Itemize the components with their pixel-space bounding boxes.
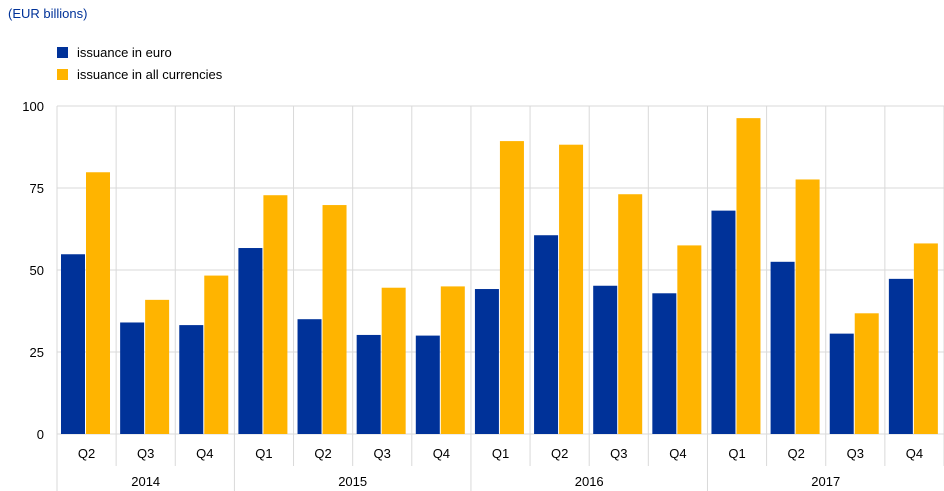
legend-item-euro: issuance in euro [57,45,172,60]
bar-all-currencies [736,118,761,435]
unit-label: (EUR billions) [8,6,88,21]
bar-euro [888,278,913,434]
bar-euro [534,235,559,434]
bar-euro [356,334,381,434]
bar-euro [652,293,677,434]
y-tick-label: 25 [30,345,44,360]
y-tick-label: 75 [30,181,44,196]
legend-swatch-all-currencies [57,69,68,80]
year-label-2014: 2014 [131,474,160,489]
bar-all-currencies [913,243,938,434]
bar-euro [120,322,145,434]
bar-all-currencies [440,286,465,434]
x-tick-label: Q3 [374,446,391,461]
x-tick-label: Q1 [492,446,509,461]
y-tick-label: 50 [30,263,44,278]
x-tick-label: Q1 [728,446,745,461]
year-label-2016: 2016 [575,474,604,489]
legend-label-euro: issuance in euro [77,45,172,60]
bar-euro [711,210,736,434]
bar-all-currencies [204,275,229,434]
bar-all-currencies [381,287,406,434]
bar-all-currencies [677,245,702,434]
y-tick-label: 100 [22,99,44,114]
x-tick-label: Q2 [787,446,804,461]
x-tick-label: Q2 [78,446,95,461]
bar-all-currencies [559,144,584,435]
bar-all-currencies [618,194,643,434]
bar-euro [770,261,795,434]
bar-all-currencies [795,179,820,434]
x-tick-label: Q4 [669,446,686,461]
bar-euro [238,248,263,434]
bar-all-currencies [499,141,524,434]
x-tick-label: Q4 [433,446,450,461]
x-tick-label: Q2 [551,446,568,461]
bar-all-currencies [263,195,288,434]
bar-euro [829,333,854,434]
legend-label-all-currencies: issuance in all currencies [77,67,223,82]
x-tick-label: Q4 [906,446,923,461]
bar-euro [179,325,204,434]
year-label-2017: 2017 [811,474,840,489]
bar-all-currencies [145,299,170,434]
bar-euro [61,254,85,434]
x-tick-label: Q3 [610,446,627,461]
x-tick-label: Q3 [137,446,154,461]
legend-item-all-currencies: issuance in all currencies [57,67,222,82]
bar-euro [297,319,322,434]
year-label-2015: 2015 [338,474,367,489]
bar-euro [415,335,440,434]
x-tick-label: Q3 [847,446,864,461]
x-tick-label: Q4 [196,446,213,461]
x-tick-label: Q1 [255,446,272,461]
bar-all-currencies [86,172,110,435]
legend-swatch-euro [57,47,68,58]
x-tick-label: Q2 [314,446,331,461]
bar-all-currencies [854,313,879,434]
bar-all-currencies [322,205,347,434]
bar-euro [593,285,618,434]
y-tick-label: 0 [37,427,44,442]
bar-euro [474,289,499,434]
